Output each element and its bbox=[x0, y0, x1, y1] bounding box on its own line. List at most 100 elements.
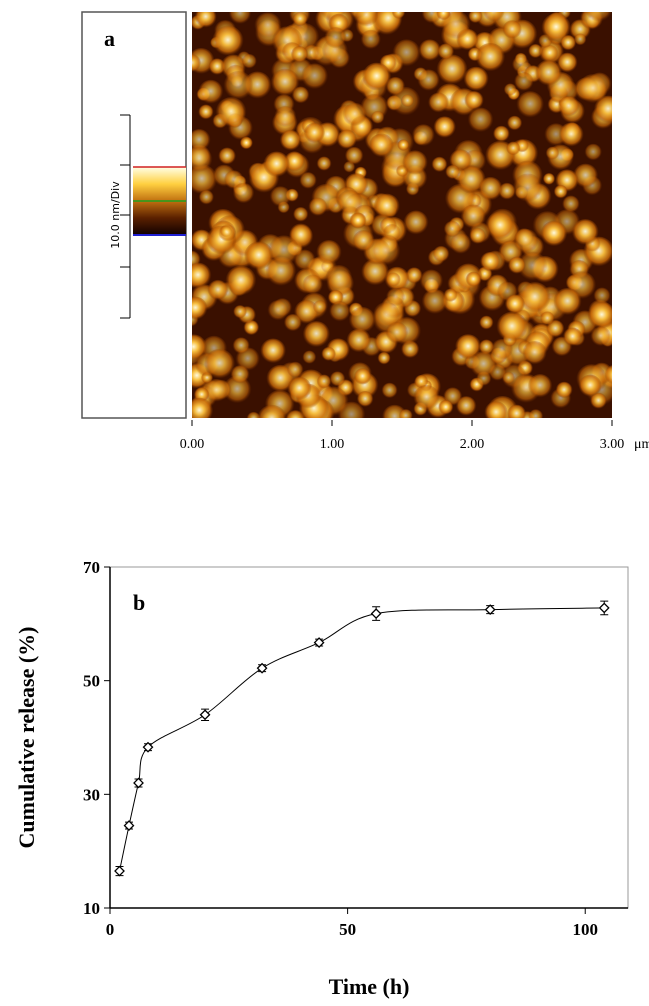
afm-texture bbox=[192, 12, 612, 418]
marker bbox=[256, 662, 268, 674]
grain bbox=[482, 12, 505, 23]
grain bbox=[571, 219, 599, 247]
grain bbox=[475, 42, 506, 73]
grain bbox=[593, 287, 611, 306]
grain bbox=[553, 287, 582, 317]
grain bbox=[286, 361, 304, 379]
grain bbox=[485, 211, 515, 242]
grain bbox=[511, 55, 530, 74]
grain bbox=[513, 228, 539, 255]
grain bbox=[207, 279, 229, 302]
grain bbox=[540, 44, 559, 63]
grain bbox=[299, 172, 317, 190]
grain bbox=[398, 409, 413, 418]
x-tick-label: 3.00 bbox=[600, 437, 625, 452]
grain bbox=[449, 233, 472, 256]
grain bbox=[203, 348, 236, 381]
grain bbox=[553, 184, 568, 200]
plot-frame bbox=[109, 566, 629, 909]
grain bbox=[324, 27, 347, 50]
grain bbox=[302, 350, 317, 365]
grain bbox=[402, 150, 428, 177]
grain bbox=[370, 110, 385, 125]
grain bbox=[518, 282, 551, 315]
grain bbox=[506, 141, 521, 157]
grain bbox=[577, 74, 609, 105]
marker bbox=[484, 604, 496, 616]
grain bbox=[545, 146, 560, 161]
grain bbox=[513, 72, 534, 92]
grain bbox=[268, 235, 300, 267]
grain bbox=[421, 288, 449, 316]
grain bbox=[405, 267, 423, 285]
grain bbox=[443, 220, 462, 239]
grain bbox=[403, 210, 429, 236]
grain bbox=[192, 296, 208, 321]
panel-label: b bbox=[133, 590, 145, 615]
grain bbox=[433, 116, 457, 140]
grain bbox=[356, 390, 374, 408]
grain bbox=[325, 264, 353, 293]
grain bbox=[467, 107, 494, 134]
grain bbox=[392, 39, 421, 68]
grain bbox=[382, 223, 402, 242]
x-tick-label: 1.00 bbox=[320, 437, 345, 452]
grain bbox=[573, 33, 587, 47]
grain bbox=[223, 70, 254, 101]
grain bbox=[507, 256, 526, 275]
grain bbox=[303, 122, 326, 145]
grain bbox=[267, 300, 289, 322]
grain bbox=[541, 13, 571, 44]
grain bbox=[400, 94, 415, 108]
grain bbox=[274, 105, 297, 129]
grain bbox=[468, 12, 483, 24]
grain bbox=[502, 371, 516, 385]
marker bbox=[133, 777, 144, 789]
grain bbox=[308, 197, 328, 218]
grain bbox=[283, 313, 302, 333]
grain bbox=[492, 125, 510, 143]
grain bbox=[397, 139, 410, 152]
grain bbox=[352, 230, 376, 253]
x-tick-label: 0.00 bbox=[180, 437, 205, 452]
grain bbox=[369, 133, 395, 159]
grain bbox=[246, 411, 261, 418]
grain bbox=[381, 382, 398, 400]
grain bbox=[321, 346, 337, 362]
grain bbox=[192, 146, 213, 174]
grain bbox=[504, 294, 526, 315]
grain bbox=[349, 212, 367, 230]
grain bbox=[290, 45, 309, 64]
y-tick-label: 30 bbox=[83, 785, 100, 804]
grain bbox=[454, 334, 482, 361]
grain bbox=[342, 102, 368, 128]
grain bbox=[260, 338, 287, 365]
grain bbox=[287, 376, 312, 402]
grain bbox=[478, 176, 503, 202]
grain bbox=[561, 195, 580, 214]
marker bbox=[598, 602, 610, 614]
grain bbox=[534, 59, 563, 88]
grain bbox=[455, 396, 477, 417]
grain bbox=[232, 182, 255, 205]
grain bbox=[479, 315, 494, 331]
grain bbox=[192, 262, 212, 290]
grain bbox=[218, 224, 237, 243]
grain bbox=[558, 122, 584, 148]
marker bbox=[114, 865, 125, 877]
grain bbox=[211, 25, 244, 58]
grain bbox=[192, 129, 211, 153]
grain bbox=[431, 156, 448, 173]
grain bbox=[413, 384, 440, 412]
grain bbox=[225, 265, 257, 297]
grain bbox=[263, 151, 291, 179]
grain bbox=[373, 193, 400, 221]
grain bbox=[336, 129, 358, 151]
grain bbox=[256, 404, 287, 418]
grain bbox=[555, 381, 573, 400]
grain bbox=[445, 164, 461, 180]
grain bbox=[344, 146, 364, 166]
grain bbox=[302, 274, 324, 296]
line bbox=[119, 607, 605, 872]
grain bbox=[436, 54, 468, 86]
